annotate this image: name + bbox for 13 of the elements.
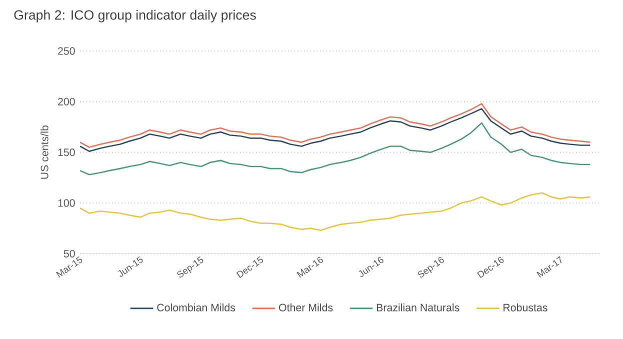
line-series <box>80 122 591 176</box>
chart-title: Graph 2: ICO group indicator daily prices <box>14 10 256 22</box>
y-tick-label: 200 <box>58 98 75 106</box>
line-series <box>80 192 591 232</box>
legend-label: Colombian Milds <box>157 304 236 312</box>
y-tick-label: 250 <box>58 47 75 55</box>
y-tick-label: 100 <box>58 199 75 207</box>
y-tick-label: 50 <box>64 250 75 258</box>
y-tick-label: 150 <box>58 148 75 156</box>
y-axis-title: US cents/lb <box>40 126 48 179</box>
legend-label: Other Milds <box>279 304 333 312</box>
legend-label: Brazilian Naturals <box>376 304 460 312</box>
legend-label: Robustas <box>504 304 548 312</box>
